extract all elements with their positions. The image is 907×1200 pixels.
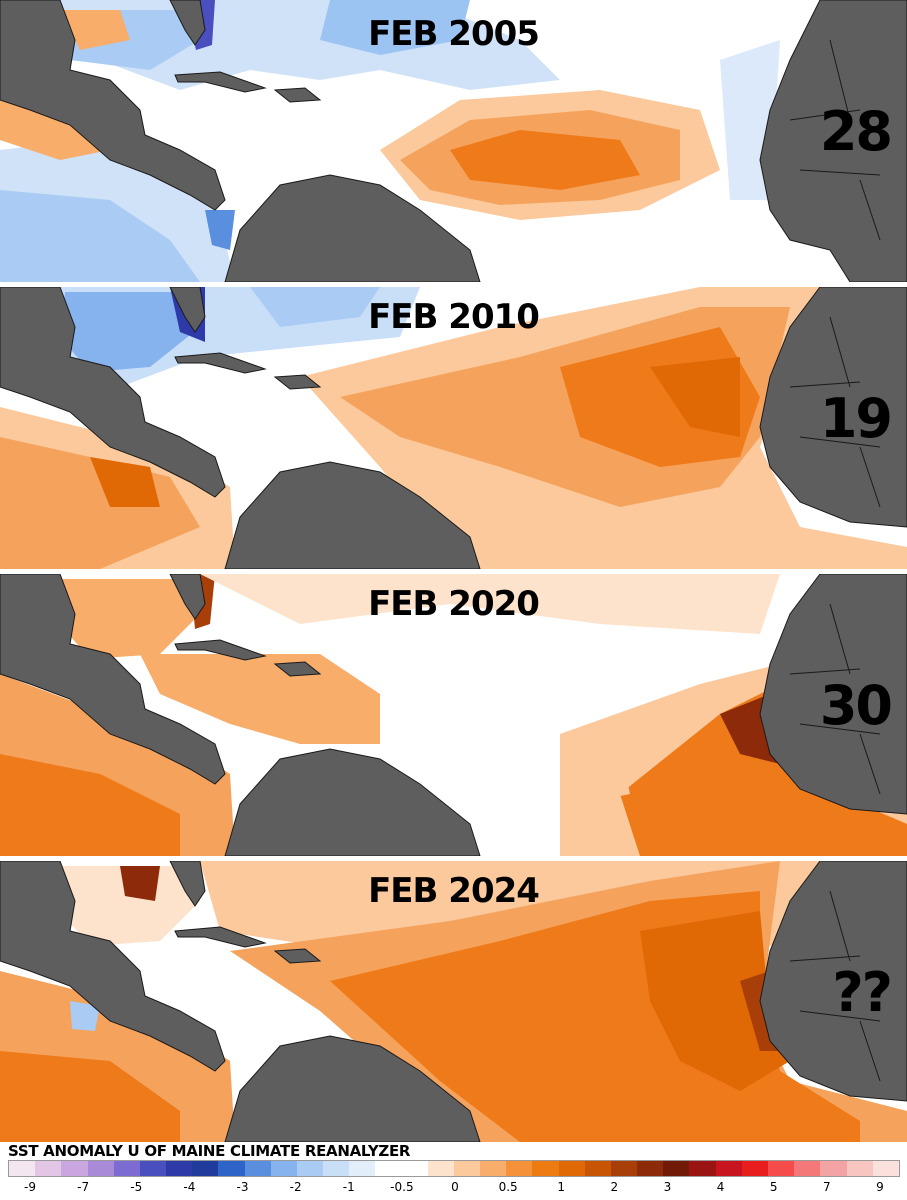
legend-swatch [480, 1161, 507, 1176]
legend-swatch [244, 1161, 271, 1176]
legend-swatch [113, 1161, 140, 1176]
legend-tick-label: 5 [769, 1180, 778, 1194]
map-panel-2020: FEB 2020 30 [0, 574, 907, 856]
map-panel-2024: FEB 2024 ?? [0, 861, 907, 1142]
legend-swatch [846, 1161, 873, 1176]
legend-tick-labels: -9 -7 -5 -4 -3 -2 -1 -0.5 0 0.5 1 2 3 4 5 7 9 [0, 1180, 907, 1198]
legend-swatch [637, 1161, 664, 1176]
legend-swatch [794, 1161, 821, 1176]
legend-tick-label: -2 [289, 1180, 302, 1194]
legend-swatch [323, 1161, 350, 1176]
panel-title: FEB 2005 [368, 14, 540, 54]
legend-swatch [506, 1161, 533, 1176]
legend-tick-label: -1 [342, 1180, 355, 1194]
legend-tick-label: 1 [557, 1180, 566, 1194]
legend-swatch [87, 1161, 114, 1176]
legend-swatch [715, 1161, 742, 1176]
legend-swatch [558, 1161, 585, 1176]
legend-swatch [741, 1161, 768, 1176]
storm-count: 28 [819, 100, 893, 163]
legend-tick-label: -0.5 [390, 1180, 414, 1194]
legend-tick-label: 3 [663, 1180, 672, 1194]
legend-swatch [270, 1161, 297, 1176]
sst-map-2010 [0, 287, 907, 569]
legend-tick-label: 9 [876, 1180, 884, 1194]
panel-title: FEB 2010 [368, 297, 540, 337]
legend-swatch [427, 1161, 454, 1176]
legend-swatch [192, 1161, 219, 1176]
legend-swatch [166, 1161, 193, 1176]
sst-map-2020 [0, 574, 907, 856]
legend-swatch [218, 1161, 245, 1176]
legend-swatch [453, 1161, 481, 1176]
sst-map-2005 [0, 0, 907, 282]
storm-count: 19 [819, 387, 893, 450]
legend-swatch [689, 1161, 716, 1176]
legend-tick-label: 0 [451, 1180, 459, 1194]
legend-tick-label: -7 [77, 1180, 90, 1194]
map-panel-2005: FEB 2005 28 [0, 0, 907, 282]
legend-tick-label: 7 [823, 1180, 831, 1194]
legend-tick-label: -3 [236, 1180, 249, 1194]
legend-tick-label: -5 [130, 1180, 143, 1194]
legend-tick-label: 0.5 [498, 1180, 518, 1194]
panel-title: FEB 2024 [368, 871, 540, 911]
legend-swatch [610, 1161, 638, 1176]
map-panel-2010: FEB 2010 19 [0, 287, 907, 569]
legend-swatch [375, 1161, 402, 1176]
legend-tick-label: 4 [716, 1180, 725, 1194]
storm-count: ?? [832, 961, 893, 1024]
legend-swatch [349, 1161, 376, 1176]
legend-color-bar [8, 1160, 900, 1177]
legend-swatch [663, 1161, 690, 1176]
legend-tick-label: 2 [610, 1180, 619, 1194]
legend-swatch [296, 1161, 324, 1176]
legend-tick-label: -4 [183, 1180, 196, 1194]
panel-title: FEB 2020 [368, 584, 540, 624]
legend-swatch [872, 1161, 899, 1176]
storm-count: 30 [819, 674, 893, 737]
legend-swatch [820, 1161, 847, 1176]
legend-swatch [9, 1161, 36, 1176]
legend-swatch [584, 1161, 611, 1176]
legend-title: SST ANOMALY U OF MAINE CLIMATE REANALYZE… [8, 1142, 411, 1160]
legend-swatch [35, 1161, 62, 1176]
legend-swatch [139, 1161, 167, 1176]
legend-tick-label: -9 [24, 1180, 36, 1194]
legend-swatch [532, 1161, 559, 1176]
sst-map-2024 [0, 861, 907, 1142]
legend-swatch [61, 1161, 88, 1176]
legend-swatch [767, 1161, 795, 1176]
legend-swatch [401, 1161, 428, 1176]
